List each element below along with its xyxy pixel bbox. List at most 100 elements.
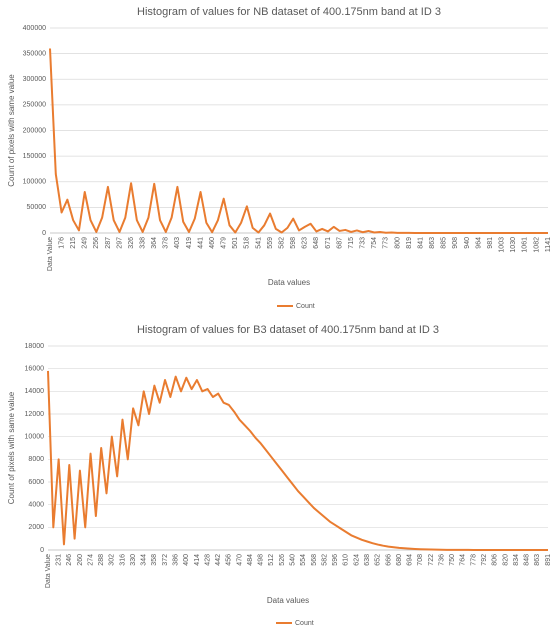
x-tick-label: 526 [279,554,286,566]
y-tick-label: 150000 [23,153,46,160]
x-tick-label: 908 [452,237,459,249]
x-tick-label: 274 [87,554,94,566]
x-tick-label: 344 [141,554,148,566]
x-tick-label: 419 [186,237,193,249]
y-tick-label: 6000 [28,479,44,486]
x-tick-label: 1141 [545,237,552,252]
x-tick-label: Data Value [47,237,54,271]
x-tick-label: Data Value [45,554,52,588]
y-tick-label: 200000 [23,127,46,134]
x-tick-label: 792 [481,554,488,566]
x-tick-label: 863 [534,554,541,566]
x-tick-label: 800 [394,237,401,249]
x-tick-label: 316 [119,554,126,566]
y-tick-label: 250000 [23,102,46,109]
y-tick-label: 10000 [25,434,45,441]
x-tick-label: 456 [226,554,233,566]
x-tick-label: 330 [130,554,137,566]
x-tick-label: 834 [513,554,520,566]
y-tick-label: 18000 [25,343,45,350]
x-tick-label: 414 [194,554,201,566]
y-tick-label: 12000 [25,411,45,418]
x-tick-label: 1061 [522,237,529,253]
x-tick-label: 694 [407,554,414,566]
x-tick-label: 518 [244,237,251,249]
x-tick-label: 841 [417,237,424,249]
x-axis-title: Data values [267,596,309,605]
y-tick-label: 0 [42,230,46,237]
chart-title: Histogram of values for NB dataset of 40… [137,6,441,18]
x-tick-label: 891 [545,554,552,566]
x-tick-label: 596 [332,554,339,566]
x-tick-label: 470 [236,554,243,566]
x-tick-label: 778 [470,554,477,566]
legend-label: Count [296,303,315,310]
x-tick-label: 820 [502,554,509,566]
x-tick-label: 1003 [499,237,506,253]
x-tick-label: 648 [313,237,320,249]
y-tick-label: 50000 [27,204,47,211]
x-tick-label: 582 [278,237,285,249]
x-tick-label: 848 [524,554,531,566]
x-tick-label: 708 [417,554,424,566]
x-tick-label: 1030 [510,237,517,253]
x-tick-label: 687 [336,237,343,249]
x-tick-label: 364 [151,237,158,249]
x-tick-label: 736 [438,554,445,566]
x-tick-label: 624 [353,554,360,566]
chart-title: Histogram of values for B3 dataset of 40… [137,324,439,336]
x-tick-label: 610 [343,554,350,566]
x-tick-label: 288 [98,554,105,566]
x-tick-label: 733 [360,237,367,249]
x-tick-label: 249 [82,237,89,249]
x-tick-label: 256 [93,237,100,249]
y-tick-label: 100000 [23,179,46,186]
x-tick-label: 773 [383,237,390,249]
x-tick-label: 386 [173,554,180,566]
x-tick-label: 338 [139,237,146,249]
x-tick-label: 750 [449,554,456,566]
y-axis-title: Count of pixels with same value [7,74,16,187]
x-tick-label: 863 [429,237,436,249]
x-tick-label: 442 [215,554,222,566]
x-tick-label: 671 [325,237,332,249]
x-tick-label: 541 [255,237,262,249]
x-tick-label: 372 [162,554,169,566]
x-tick-label: 1082 [533,237,540,253]
x-tick-label: 652 [375,554,382,566]
x-tick-label: 428 [204,554,211,566]
y-tick-label: 400000 [23,25,46,32]
x-tick-label: 441 [197,237,204,249]
x-tick-label: 940 [464,237,471,249]
x-tick-label: 598 [290,237,297,249]
x-tick-label: 806 [492,554,499,566]
x-tick-label: 378 [163,237,170,249]
x-tick-label: 479 [221,237,228,249]
x-tick-label: 559 [267,237,274,249]
y-axis-title: Count of pixels with same value [7,391,16,504]
x-tick-label: 302 [109,554,116,566]
x-tick-label: 666 [385,554,392,566]
x-tick-label: 623 [302,237,309,249]
x-tick-label: 554 [300,554,307,566]
x-tick-label: 981 [487,237,494,249]
y-tick-label: 4000 [28,502,44,509]
x-tick-label: 460 [209,237,216,249]
x-tick-label: 498 [258,554,265,566]
x-tick-label: 680 [396,554,403,566]
x-tick-label: 819 [406,237,413,249]
x-tick-label: 582 [321,554,328,566]
y-tick-label: 14000 [25,388,45,395]
x-tick-label: 287 [105,237,112,249]
data-line [49,48,548,234]
x-tick-label: 754 [371,237,378,249]
x-tick-label: 512 [268,554,275,566]
y-tick-label: 300000 [23,76,46,83]
x-tick-label: 484 [247,554,254,566]
x-tick-label: 176 [58,237,65,249]
x-tick-label: 326 [128,237,135,249]
x-tick-label: 540 [290,554,297,566]
data-line [47,370,548,551]
x-tick-label: 885 [441,237,448,249]
